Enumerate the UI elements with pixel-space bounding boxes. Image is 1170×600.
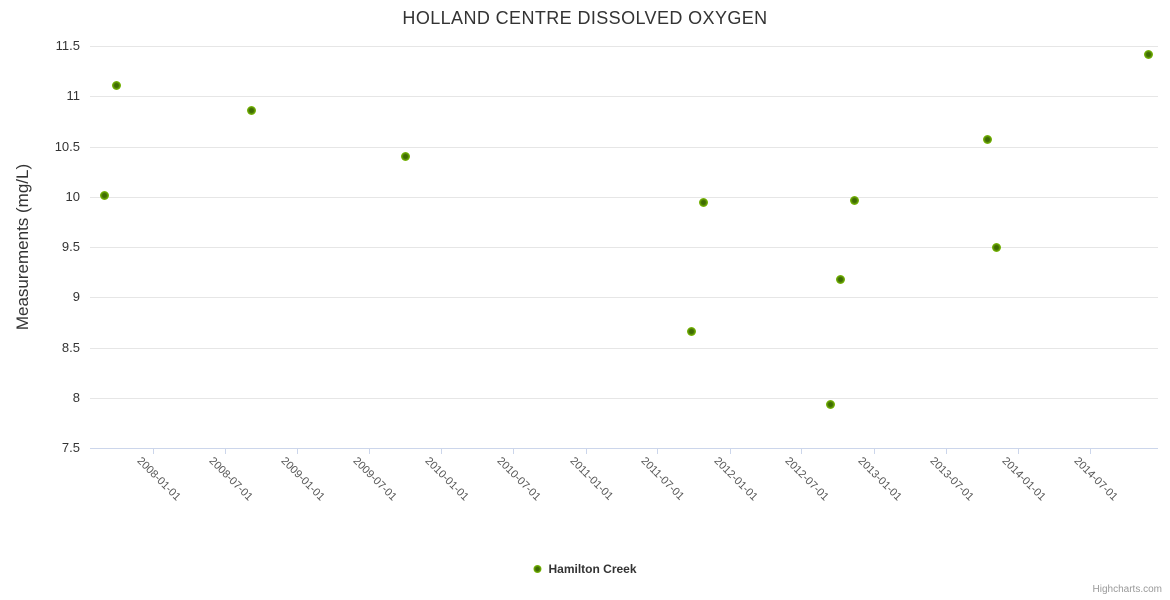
- y-axis-tick-label: 10.5: [54, 138, 80, 154]
- x-axis-tick: [1089, 448, 1091, 454]
- x-axis-tick-label: 2013-07-01: [927, 455, 976, 504]
- data-point[interactable]: [1143, 49, 1153, 59]
- data-point[interactable]: [836, 274, 846, 284]
- x-axis-tick: [729, 448, 731, 454]
- x-axis-tick: [368, 448, 370, 454]
- x-axis-tick: [441, 448, 443, 454]
- x-axis-tick-label: 2014-07-01: [1071, 455, 1120, 504]
- y-axis-tick-label: 10: [65, 188, 80, 204]
- x-axis-tick-label: 2009-01-01: [278, 455, 328, 504]
- grid-line: [90, 347, 1158, 349]
- y-axis-tick-label: 9.5: [61, 239, 80, 254]
- chart-title: HOLLAND CENTRE DISSOLVED OXYGEN: [402, 8, 768, 28]
- grid-line: [90, 297, 1158, 299]
- data-point[interactable]: [699, 198, 709, 208]
- x-axis-tick-label: 2014-01-01: [999, 455, 1049, 504]
- x-axis-tick: [1018, 448, 1020, 454]
- legend-marker-icon: [533, 565, 542, 573]
- y-axis-tick-label: 9: [72, 289, 80, 305]
- y-axis-tick-label: 8: [72, 389, 80, 405]
- x-axis-tick-label: 2009-07-01: [350, 455, 399, 504]
- y-axis-tick-label: 7.5: [61, 440, 80, 455]
- x-axis-tick-label: 2011-01-01: [567, 455, 615, 503]
- data-point[interactable]: [246, 105, 256, 115]
- data-point[interactable]: [686, 326, 696, 336]
- y-axis-tick-label: 8.5: [61, 339, 80, 355]
- grid-line: [90, 146, 1158, 148]
- data-point[interactable]: [99, 191, 109, 201]
- x-axis-tick-label: 2013-01-01: [855, 455, 904, 504]
- x-axis-tick: [874, 448, 876, 454]
- grid-line: [90, 196, 1158, 198]
- x-axis-tick-label: 2012-01-01: [711, 455, 760, 504]
- x-axis-tick-label: 2011-07-01: [638, 455, 687, 503]
- data-point[interactable]: [850, 196, 860, 206]
- data-point[interactable]: [400, 152, 410, 162]
- grid-line: [90, 46, 1158, 47]
- grid-line: [90, 397, 1158, 399]
- x-axis-tick-label: 2008-01-01: [134, 455, 183, 504]
- x-axis-tick-label: 2008-07-01: [206, 455, 255, 504]
- x-axis-tick-label: 2010-07-01: [494, 455, 543, 504]
- x-axis-line: [90, 448, 1158, 449]
- legend-item-hamilton-creek[interactable]: Hamilton Creek: [533, 562, 637, 576]
- x-axis-tick: [512, 448, 514, 454]
- data-point[interactable]: [826, 400, 836, 410]
- x-axis-tick: [297, 448, 299, 454]
- x-axis-tick: [656, 448, 658, 454]
- x-axis-tick: [585, 448, 587, 454]
- grid-line: [90, 247, 1158, 248]
- data-point[interactable]: [992, 242, 1002, 252]
- grid-line: [90, 96, 1158, 98]
- y-axis-tick-label: 11.5: [55, 38, 80, 53]
- x-axis-tick: [801, 448, 803, 454]
- highcharts-credits-link[interactable]: Highcharts.com: [1092, 584, 1162, 595]
- legend-label: Hamilton Creek: [548, 562, 637, 576]
- x-axis-tick-label: 2010-01-01: [422, 455, 472, 504]
- x-axis-tick: [224, 448, 226, 454]
- x-axis-tick: [152, 448, 154, 454]
- y-axis-tick-label: 11: [66, 88, 81, 104]
- x-axis-tick: [945, 448, 947, 454]
- data-point[interactable]: [111, 80, 121, 90]
- x-axis-tick-label: 2012-07-01: [782, 455, 832, 504]
- data-point[interactable]: [982, 134, 992, 144]
